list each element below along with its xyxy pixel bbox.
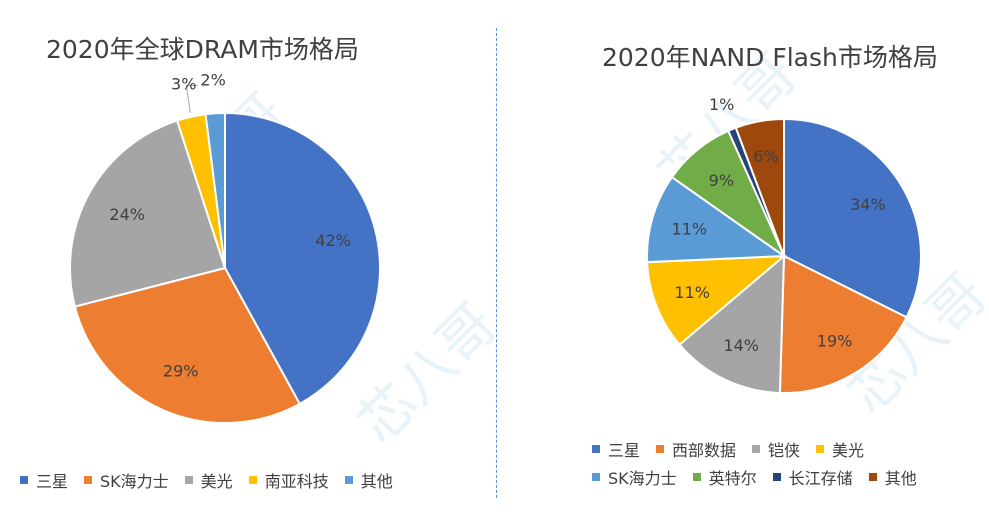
legend-swatch: [20, 476, 28, 484]
legend-item-sk-hynix: SK海力士: [592, 465, 677, 489]
legend-swatch: [184, 476, 193, 484]
legend-swatch: [592, 473, 600, 481]
pie-slice-dram-0: [224, 111, 381, 406]
legend-swatch: [656, 445, 665, 453]
legend-label: 英特尔: [708, 469, 757, 488]
legend-item-others: 其他: [868, 465, 917, 489]
pie-slice-nand-1: [778, 254, 908, 394]
pie-label-nand-0: 34%: [850, 195, 886, 214]
legend-swatch: [692, 473, 701, 481]
pie-label-nand-1: 19%: [817, 332, 853, 351]
pie-label-nand-6: 1%: [709, 95, 734, 114]
legend-label: 其他: [884, 469, 917, 488]
legend-label: 长江存储: [788, 469, 853, 488]
legend-item-western-digital: 西部数据: [656, 437, 736, 461]
legend-label: SK海力士: [608, 469, 677, 488]
pie-slice-nand-4: [646, 175, 787, 264]
legend-label: 美光: [200, 472, 233, 491]
pie-label-dram-4: 2%: [200, 70, 225, 89]
legend-row: 三星 西部数据 铠侠 美光: [592, 435, 933, 463]
pie-label-nand-5: 9%: [709, 171, 734, 190]
legend-label: 美光: [832, 441, 865, 460]
legend-item-nanya: 南亚科技: [248, 468, 329, 492]
pie-slice-dram-4: [204, 111, 226, 269]
legend-swatch: [868, 473, 877, 481]
legend-swatch: [344, 476, 353, 484]
legend-label: 南亚科技: [264, 472, 329, 491]
pie-label-dram-0: 42%: [315, 231, 351, 250]
legend-label: 其他: [360, 472, 393, 491]
pie-slice-dram-1: [73, 266, 302, 424]
legend-row: SK海力士 英特尔 长江存储 其他: [592, 463, 933, 491]
legend-swatch: [816, 445, 825, 453]
pie-slice-dram-2: [69, 119, 227, 308]
pie-label-dram-3: 3%: [171, 74, 196, 93]
legend-item-micron: 美光: [816, 437, 864, 461]
pie-slice-nand-7: [734, 117, 785, 257]
pie-slice-nand-0: [783, 117, 922, 319]
legend-label: SK海力士: [100, 472, 169, 491]
pie-label-nand-4: 11%: [672, 219, 708, 238]
nand-chart-title: 2020年NAND Flash市场格局: [602, 43, 938, 72]
legend-item-micron: 美光: [184, 468, 233, 492]
legend-item-samsung: 三星: [20, 468, 68, 492]
legend-row: 三星 SK海力士 美光 南亚科技 其他: [20, 466, 409, 494]
dram-legend: 三星 SK海力士 美光 南亚科技 其他: [20, 466, 409, 494]
legend-label: 三星: [608, 441, 641, 460]
dram-chart-title: 2020年全球DRAM市场格局: [46, 35, 359, 64]
legend-item-kioxia: 铠侠: [752, 437, 800, 461]
legend-item-others: 其他: [344, 468, 393, 492]
pie-label-dram-1: 29%: [163, 361, 199, 380]
legend-item-ymtc: 长江存储: [772, 465, 853, 489]
pie-label-nand-7: 6%: [753, 147, 778, 166]
legend-label: 西部数据: [672, 441, 737, 460]
legend-item-samsung: 三星: [592, 437, 640, 461]
pie-slice-nand-2: [678, 253, 786, 394]
legend-swatch: [772, 473, 781, 481]
chart-divider: [496, 28, 497, 498]
pie-label-nand-2: 14%: [723, 336, 759, 355]
nand-legend: 三星 西部数据 铠侠 美光 SK海力士 英特尔 长江存储 其他: [592, 435, 933, 491]
pie-leader-line: [185, 84, 198, 113]
legend-label: 铠侠: [768, 441, 801, 460]
legend-swatch: [592, 445, 600, 453]
legend-item-intel: 英特尔: [692, 465, 757, 489]
legend-label: 三星: [36, 472, 69, 491]
legend-swatch: [248, 476, 257, 484]
legend-item-sk-hynix: SK海力士: [84, 468, 169, 492]
pie-slice-nand-3: [646, 254, 787, 346]
pie-label-dram-2: 24%: [109, 205, 145, 224]
legend-swatch: [752, 445, 761, 453]
legend-swatch: [84, 476, 93, 484]
pie-label-nand-3: 11%: [674, 283, 710, 302]
